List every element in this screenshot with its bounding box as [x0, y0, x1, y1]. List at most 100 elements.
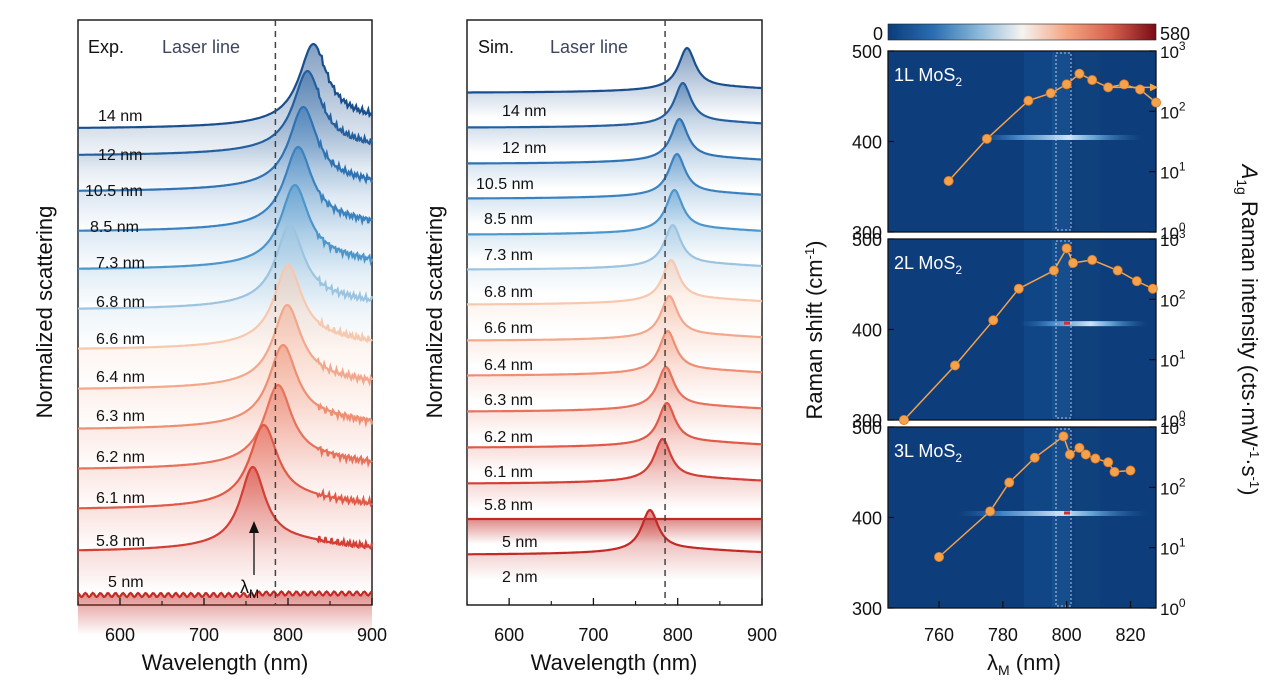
intensity-point [1045, 88, 1056, 99]
sim-panel-label: Sim. [478, 37, 514, 57]
experimental-panel: Exp. Laser line 14 nm 12 nm 10.5 nm 8.5 nm 7… [32, 19, 387, 675]
intensity-point [1131, 276, 1142, 287]
x-tick-label: 600 [494, 625, 524, 645]
raman-y-tick-label: 300 [852, 411, 882, 431]
intensity-point [1029, 452, 1040, 463]
heat-x-tick-label: 820 [1115, 625, 1145, 645]
spectrum-line [78, 145, 373, 232]
x-tick-label: 900 [747, 625, 777, 645]
intensity-point [1061, 243, 1072, 254]
intensity-point [1074, 68, 1085, 79]
spectrum-line [467, 117, 763, 165]
raman-band [975, 134, 1145, 140]
intensity-point [1080, 449, 1091, 460]
x-tick-label: 800 [273, 625, 303, 645]
intensity-point [1103, 457, 1114, 468]
lambda-m-arrow [249, 521, 259, 575]
thickness-label: 6.4 nm [484, 357, 533, 374]
thickness-label: 14 nm [502, 103, 546, 120]
intensity-point [1064, 449, 1075, 460]
heatmap-background [888, 427, 1156, 608]
spectrum-line [467, 401, 763, 449]
spectrum-fill [467, 296, 762, 366]
intensity-point [943, 176, 954, 187]
colorbar-min-label: 0 [873, 24, 883, 44]
spectrum-line [78, 303, 374, 390]
intensity-point [1109, 466, 1120, 477]
raman-heatmap-panel: 300 400 500 100 101 102 103 3L MoS2 [852, 415, 1186, 619]
raman-band [1018, 321, 1150, 327]
thickness-label: 8.5 nm [90, 219, 139, 236]
intensity-point [1061, 79, 1072, 90]
intensity-point [1147, 283, 1158, 294]
intensity-point [1074, 442, 1085, 453]
spectrum-line [467, 223, 763, 271]
layer-label: 1L MoS2 [894, 65, 962, 89]
thickness-label: 6.6 nm [96, 331, 145, 348]
thickness-label: 12 nm [502, 140, 546, 157]
spectrum-fill [467, 519, 762, 544]
intensity-point [950, 360, 961, 371]
x-tick-label: 700 [578, 625, 608, 645]
thickness-label: 5 nm [502, 534, 538, 551]
heat-x-tick-label: 780 [988, 625, 1018, 645]
thickness-label: 6.1 nm [96, 490, 145, 507]
raman-band [955, 510, 1150, 516]
raman-y-tick-label: 500 [852, 230, 882, 250]
intensity-point [1004, 477, 1015, 488]
log-y-tick-label: 100 [1160, 596, 1186, 619]
raman-y-tick-label: 500 [852, 42, 882, 62]
heat-x-axis-label: λM (nm) [987, 650, 1061, 678]
log-y-tick-label: 101 [1160, 536, 1186, 559]
spectrum-line [467, 258, 763, 306]
thickness-label: 2 nm [502, 569, 538, 586]
intensity-point [1112, 265, 1123, 276]
spectrum-line [78, 223, 374, 310]
spectrum-line [467, 365, 762, 413]
thickness-label: 6.8 nm [96, 294, 145, 311]
raman-panel: 0 580 300 400 500 100 101 102 103 1L MoS2 300 400… [802, 23, 1262, 678]
intensity-point [1048, 265, 1059, 276]
spectrum-line [467, 294, 763, 342]
intensity-point [988, 315, 999, 326]
spectrum-line [78, 105, 374, 192]
log-y-tick-label: 102 [1160, 475, 1186, 498]
thickness-label: 5.8 nm [96, 533, 145, 550]
spectrum-line [77, 590, 373, 599]
spectrum-fill [467, 439, 762, 509]
spectrum-line [78, 42, 373, 129]
heat-right-axis-label: A1g Raman intensity (cts·mW-1·s-1) [1234, 163, 1262, 496]
intensity-point [898, 414, 909, 425]
sim-x-axis-label: Wavelength (nm) [531, 650, 698, 675]
raman-y-tick-label: 300 [852, 599, 882, 619]
x-tick-label: 900 [357, 625, 387, 645]
layer-label: 3L MoS2 [894, 441, 962, 465]
spectrum-fill [78, 425, 372, 550]
intensity-point [981, 133, 992, 144]
spectrum-line [467, 508, 763, 556]
heatmap-background [888, 51, 1156, 232]
log-y-tick-label: 102 [1160, 99, 1186, 122]
log-y-tick-label: 100 [1160, 408, 1186, 431]
log-y-tick-label: 103 [1160, 227, 1186, 250]
thickness-label: 7.3 nm [96, 255, 145, 272]
raman-y-tick-label: 400 [852, 321, 882, 341]
intensity-point [1125, 465, 1136, 476]
thickness-label: 6.6 nm [484, 320, 533, 337]
intensity-point [1013, 283, 1024, 294]
raman-y-tick-label: 400 [852, 133, 882, 153]
spectrum-fill [467, 190, 762, 260]
log-y-tick-label: 103 [1160, 415, 1186, 438]
thickness-label: 6.8 nm [484, 284, 533, 301]
spectrum-fill [467, 154, 762, 224]
spectrum-line [78, 264, 373, 350]
x-tick-label: 600 [105, 625, 135, 645]
spectrum-fill [467, 403, 762, 473]
log-y-tick-label: 101 [1160, 160, 1186, 183]
spectrum-line [467, 437, 763, 485]
spectrum-line [77, 344, 374, 430]
intensity-point [985, 506, 996, 517]
simulation-panel: Sim. Laser line 14 nm 12 nm 10.5 nm 8.5 nm 7… [422, 19, 777, 675]
exp-x-axis-label: Wavelength (nm) [142, 650, 309, 675]
log-y-tick-label: 100 [1160, 220, 1186, 243]
